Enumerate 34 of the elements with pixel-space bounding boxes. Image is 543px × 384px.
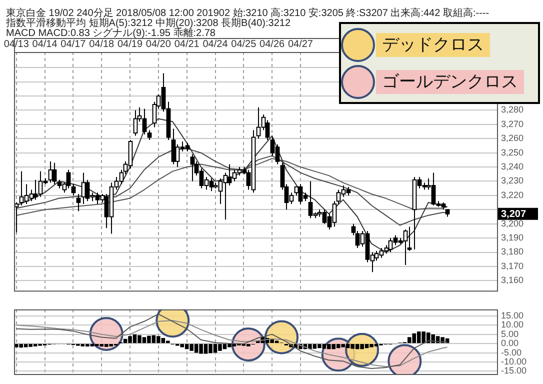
x-tick-label: 04/21 (174, 38, 200, 50)
x-tick-label: 04/20 (146, 38, 172, 50)
y-tick-label: 15.00 (501, 310, 524, 320)
y-tick-label: 3,160 (501, 275, 524, 286)
y-tick-label: 3,240 (501, 162, 524, 172)
legend-label: ゴールデンクロス (376, 70, 524, 94)
y-tick-label: 3,250 (501, 147, 524, 158)
y-tick-label: 3,220 (501, 190, 524, 200)
y-tick-label: 3,230 (501, 176, 524, 186)
x-tick-label: 04/24 (202, 38, 228, 50)
y-tick-label: 10.00 (501, 320, 524, 330)
y-tick-label: 3,280 (501, 104, 524, 115)
y-tick-label: -15.00 (501, 366, 527, 376)
chart-subtitle: 指数平滑移動平均 短期A(5):3212 中期(20):3208 長期B(40):3212 MACD MACD:0.83 シグナル(9):-1.95 乖離:2.78 (6, 18, 291, 39)
x-tick-label: 04/25 (231, 38, 257, 50)
x-tick-label: 04/17 (60, 38, 86, 50)
y-tick-label: 3,200 (501, 218, 524, 228)
y-tick-label: 3,170 (501, 260, 524, 271)
x-tick-label: 04/18 (89, 38, 115, 50)
y-tick-label: -10.00 (501, 356, 527, 366)
y-tick-label: 3,260 (501, 133, 524, 144)
y-tick-label: 5.00 (501, 328, 519, 339)
x-tick-label: 04/14 (32, 38, 58, 50)
chart-title: 東京白金 19/02 240分足 2018/05/08 12:00 201902 始:3210 高:3210 安:3205 終:S3207 出来高:442 取組高:---- (6, 8, 490, 19)
x-tick-label: 04/26 (260, 38, 286, 50)
y-tick-label: 3,190 (501, 232, 524, 243)
y-tick-label: 3,180 (501, 246, 524, 257)
y-tick-label: 3,270 (501, 118, 524, 129)
text: 3,207 (501, 209, 526, 220)
legend-label: デッドクロス (376, 32, 490, 56)
y-tick-label: 0.00 (501, 338, 519, 348)
x-tick-label: 04/27 (288, 38, 314, 50)
y-tick-label: -5.00 (501, 347, 522, 358)
x-tick-label: 04/19 (118, 38, 143, 50)
